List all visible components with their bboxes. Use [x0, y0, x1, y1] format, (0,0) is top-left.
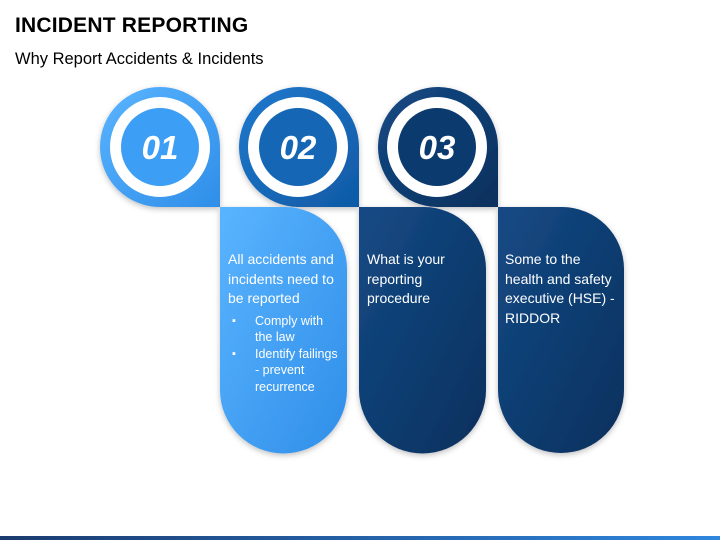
- step-03-text-block: Some to the health and safety executive …: [505, 250, 617, 328]
- step-01-text: All accidents and incidents need to be r…: [228, 251, 334, 306]
- step-03-text: Some to the health and safety executive …: [505, 251, 615, 326]
- step-02-head: 02: [239, 87, 359, 207]
- step-03-badge: [398, 108, 476, 186]
- step-01-bullet: Comply with the law: [228, 313, 343, 346]
- step-02-card: [359, 207, 486, 454]
- step-01-head: 01: [100, 87, 220, 207]
- step-01-bullets: Comply with the law Identify failings - …: [228, 313, 343, 396]
- page-subtitle: Why Report Accidents & Incidents: [15, 50, 264, 68]
- step-03-head: 03: [378, 87, 498, 207]
- step-02-text: What is your reporting procedure: [367, 251, 445, 306]
- step-02-text-block: What is your reporting procedure: [367, 250, 479, 309]
- footer-bar: [0, 536, 720, 540]
- step-01-bullet: Identify failings - prevent recurrence: [228, 346, 343, 396]
- step-01-badge: [121, 108, 199, 186]
- step-01-number: 01: [142, 129, 179, 166]
- step-02-number: 02: [280, 129, 317, 166]
- step-01-text-block: All accidents and incidents need to be r…: [228, 250, 343, 395]
- step-02-badge: [259, 108, 337, 186]
- step-03-card: [498, 207, 624, 453]
- step-03-number: 03: [419, 129, 456, 166]
- page-title: INCIDENT REPORTING: [15, 14, 249, 37]
